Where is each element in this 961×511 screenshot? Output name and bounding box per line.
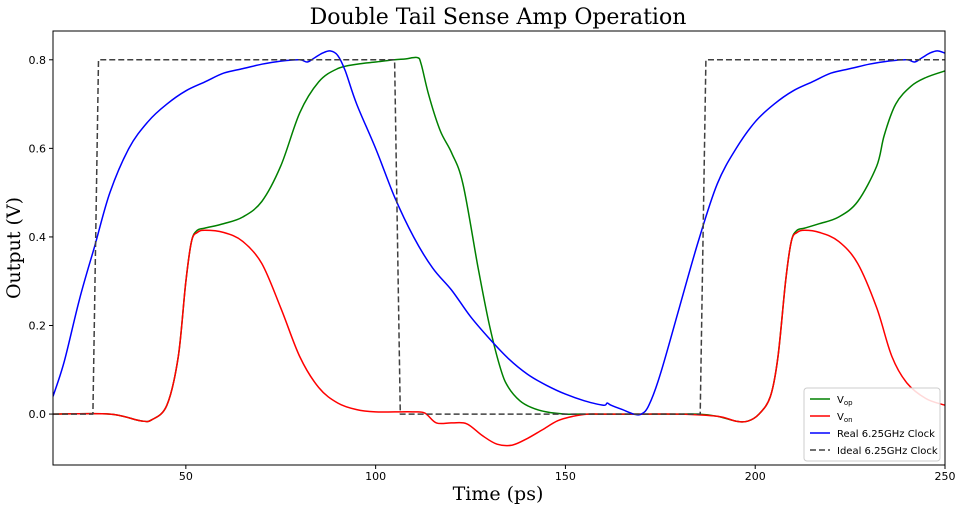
x-tick-label: 50 [179, 470, 193, 483]
axis-ticks: 50 100 150 200 250 0.0 0.2 0.4 0.6 0.8 [29, 54, 956, 483]
y-axis-label: Output (V) [3, 197, 25, 299]
x-axis-label: Time (ps) [453, 483, 544, 505]
y-tick-label: 0.8 [29, 54, 47, 67]
legend-label: Ideal 6.25GHz Clock [837, 446, 938, 457]
series-line-0 [53, 56, 945, 423]
chart-title: Double Tail Sense Amp Operation [310, 5, 687, 30]
y-tick-label: 0.2 [29, 320, 47, 333]
plot-area [53, 50, 945, 447]
plot-frame [52, 30, 946, 466]
legend-label: Real 6.25GHz Clock [837, 429, 935, 440]
x-tick-label: 100 [365, 470, 386, 483]
y-tick-label: 0.6 [29, 142, 47, 155]
series-line-2 [53, 50, 945, 416]
series-line-1 [53, 229, 945, 447]
legend-box [803, 387, 941, 462]
y-tick-label: 0.4 [29, 231, 47, 244]
series-line-3 [53, 59, 945, 415]
x-tick-label: 150 [555, 470, 576, 483]
x-tick-label: 200 [745, 470, 766, 483]
y-tick-label: 0.0 [29, 408, 47, 421]
x-tick-label: 250 [935, 470, 956, 483]
